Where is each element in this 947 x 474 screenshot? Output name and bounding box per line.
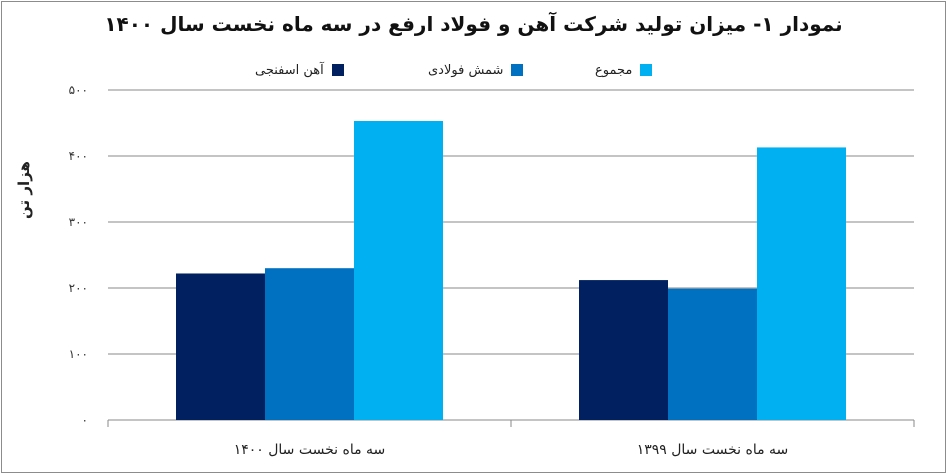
legend-label-steel-billet: شمش فولادی xyxy=(428,62,504,78)
y-tick-label: ۱۰۰ xyxy=(69,347,88,361)
bar xyxy=(176,273,265,420)
legend-item-total: مجموع xyxy=(595,60,653,80)
y-tick-label: ۲۰۰ xyxy=(69,281,88,295)
x-category-label: سه ماه نخست سال ۱۴۰۰ xyxy=(234,442,386,458)
legend: آهن اسفنجی شمش فولادی مجموع xyxy=(0,60,947,80)
y-tick-label: ۴۰۰ xyxy=(69,149,88,163)
legend-swatch-steel-billet xyxy=(511,64,524,76)
legend-label-sponge-iron: آهن اسفنجی xyxy=(255,62,324,78)
legend-item-sponge-iron: آهن اسفنجی xyxy=(255,60,344,80)
x-category-label: سه ماه نخست سال ۱۳۹۹ xyxy=(637,442,789,458)
legend-swatch-total xyxy=(640,64,653,76)
legend-label-total: مجموع xyxy=(595,62,633,78)
y-tick-label: ۵۰۰ xyxy=(69,83,88,97)
y-tick-label: ۳۰۰ xyxy=(69,215,88,229)
bar xyxy=(757,147,846,421)
legend-swatch-sponge-iron xyxy=(331,64,344,76)
bar xyxy=(265,268,354,420)
bar xyxy=(579,280,668,420)
chart-title: نمودار ۱- میزان تولید شرکت آهن و فولاد ا… xyxy=(104,12,843,36)
legend-item-steel-billet: شمش فولادی xyxy=(428,60,524,80)
bar xyxy=(668,288,757,420)
y-tick-label: ۰ xyxy=(82,413,88,427)
bar xyxy=(354,121,443,421)
